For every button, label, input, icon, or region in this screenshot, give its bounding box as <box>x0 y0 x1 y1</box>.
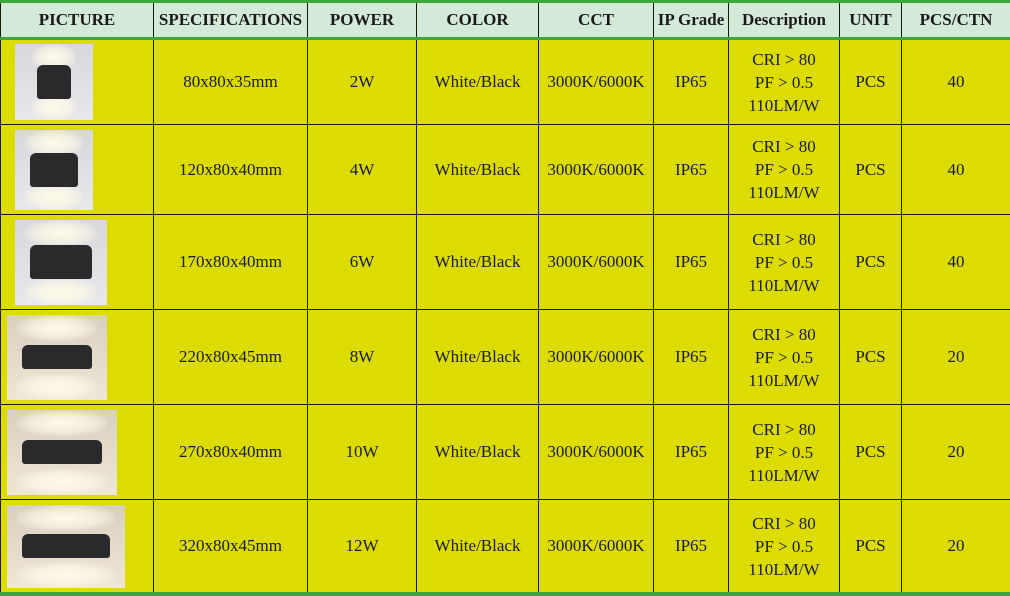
ip-grade-cell: IP65 <box>653 499 729 593</box>
pcs-per-carton-cell: 20 <box>901 499 1010 593</box>
spec-cell: 320x80x45mm <box>153 499 308 593</box>
unit-cell: PCS <box>839 499 902 593</box>
ip-grade-cell: IP65 <box>653 214 729 310</box>
pcs-per-carton-cell: 20 <box>901 404 1010 500</box>
table-row: 80x80x35mm 2W White/Black 3000K/6000K IP65 CR… <box>0 38 1010 125</box>
power-cell: 2W <box>307 38 417 125</box>
picture-cell <box>0 499 154 593</box>
color-cell: White/Black <box>416 404 539 500</box>
description-line: PF > 0.5 <box>754 252 814 272</box>
description-line: 110LM/W <box>748 183 820 202</box>
column-header: Description <box>728 0 840 40</box>
product-photo <box>15 129 93 210</box>
picture-cell <box>0 38 154 125</box>
ip-grade-cell: IP65 <box>653 404 729 500</box>
description-line: CRI > 80 <box>752 229 816 249</box>
bottom-border <box>0 592 1010 596</box>
picture-cell <box>0 309 154 405</box>
product-photo <box>7 504 125 588</box>
description-line: PF > 0.5 <box>754 160 814 179</box>
color-cell: White/Black <box>416 499 539 593</box>
description-line: 110LM/W <box>748 559 820 579</box>
column-header: POWER <box>307 0 417 40</box>
color-cell: White/Black <box>416 309 539 405</box>
ip-grade-cell: IP65 <box>653 124 729 215</box>
pcs-per-carton-cell: 40 <box>901 214 1010 310</box>
spec-cell: 120x80x40mm <box>153 124 308 215</box>
pcs-per-carton-cell: 40 <box>901 38 1010 125</box>
unit-cell: PCS <box>839 38 902 125</box>
description-line: 110LM/W <box>748 370 820 390</box>
description-line: CRI > 80 <box>752 137 816 156</box>
table-row: 120x80x40mm 4W White/Black 3000K/6000K IP65 C… <box>0 124 1010 215</box>
unit-cell: PCS <box>839 309 902 405</box>
table-row: 170x80x40mm 6W White/Black 3000K/6000K IP65 C… <box>0 214 1010 310</box>
column-header: CCT <box>538 0 654 40</box>
description-line: PF > 0.5 <box>754 72 814 92</box>
table-row: 320x80x45mm 12W White/Black 3000K/6000K IP65… <box>0 499 1010 593</box>
power-cell: 10W <box>307 404 417 500</box>
pcs-per-carton-cell: 40 <box>901 124 1010 215</box>
color-cell: White/Black <box>416 214 539 310</box>
cct-cell: 3000K/6000K <box>538 38 654 125</box>
color-cell: White/Black <box>416 124 539 215</box>
description-line: CRI > 80 <box>752 513 816 533</box>
description-line: 110LM/W <box>748 95 820 115</box>
description-line: PF > 0.5 <box>754 442 814 462</box>
column-header: IP Grade <box>653 0 729 40</box>
power-cell: 8W <box>307 309 417 405</box>
pcs-per-carton-cell: 20 <box>901 309 1010 405</box>
description-line: PF > 0.5 <box>754 536 814 556</box>
column-header: SPECIFICATIONS <box>153 0 308 40</box>
cct-cell: 3000K/6000K <box>538 499 654 593</box>
product-photo <box>15 219 107 305</box>
cct-cell: 3000K/6000K <box>538 404 654 500</box>
description-line: 110LM/W <box>748 465 820 485</box>
ip-grade-cell: IP65 <box>653 38 729 125</box>
spec-cell: 170x80x40mm <box>153 214 308 310</box>
product-photo <box>7 314 107 400</box>
spec-cell: 270x80x40mm <box>153 404 308 500</box>
column-header: COLOR <box>416 0 539 40</box>
column-header: UNIT <box>839 0 902 40</box>
description-cell: CRI > 80 PF > 0.5 110LM/W <box>728 309 840 405</box>
cct-cell: 3000K/6000K <box>538 214 654 310</box>
description-cell: CRI > 80 PF > 0.5 110LM/W <box>728 124 840 215</box>
column-header: PCS/CTN <box>901 0 1010 40</box>
picture-cell <box>0 404 154 500</box>
ip-grade-cell: IP65 <box>653 309 729 405</box>
table-row: 270x80x40mm 10W White/Black 3000K/6000K IP65… <box>0 404 1010 500</box>
unit-cell: PCS <box>839 404 902 500</box>
product-photo <box>15 44 93 120</box>
spec-cell: 80x80x35mm <box>153 38 308 125</box>
picture-cell <box>0 214 154 310</box>
picture-cell <box>0 124 154 215</box>
unit-cell: PCS <box>839 214 902 310</box>
column-header: PICTURE <box>0 0 154 40</box>
description-line: CRI > 80 <box>752 324 816 344</box>
product-photo <box>7 409 117 495</box>
table-row: 220x80x45mm 8W White/Black 3000K/6000K IP65 C… <box>0 309 1010 405</box>
description-line: PF > 0.5 <box>754 347 814 367</box>
description-line: 110LM/W <box>748 275 820 295</box>
description-cell: CRI > 80 PF > 0.5 110LM/W <box>728 38 840 125</box>
cct-cell: 3000K/6000K <box>538 124 654 215</box>
description-cell: CRI > 80 PF > 0.5 110LM/W <box>728 404 840 500</box>
power-cell: 12W <box>307 499 417 593</box>
cct-cell: 3000K/6000K <box>538 309 654 405</box>
description-line: CRI > 80 <box>752 419 816 439</box>
power-cell: 6W <box>307 214 417 310</box>
power-cell: 4W <box>307 124 417 215</box>
description-line: CRI > 80 <box>752 49 816 69</box>
spec-cell: 220x80x45mm <box>153 309 308 405</box>
color-cell: White/Black <box>416 38 539 125</box>
header-row: PICTURE SPECIFICATIONS POWER COLOR CCT IP Gra… <box>0 0 1010 40</box>
unit-cell: PCS <box>839 124 902 215</box>
description-cell: CRI > 80 PF > 0.5 110LM/W <box>728 499 840 593</box>
description-cell: CRI > 80 PF > 0.5 110LM/W <box>728 214 840 310</box>
